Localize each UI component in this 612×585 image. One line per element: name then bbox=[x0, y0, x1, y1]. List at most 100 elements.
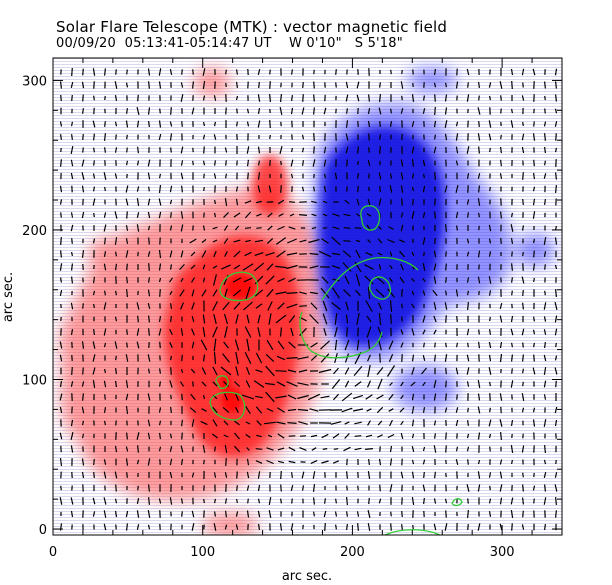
field-vector bbox=[333, 367, 339, 375]
field-vector bbox=[511, 263, 513, 271]
y-tick-label: 300 bbox=[22, 74, 47, 89]
field-vector bbox=[331, 379, 341, 389]
field-vector bbox=[466, 367, 470, 375]
field-vector bbox=[444, 107, 448, 115]
field-vector bbox=[346, 511, 348, 517]
field-vector bbox=[147, 211, 151, 219]
field-vector bbox=[214, 160, 216, 166]
x-tick-label: 200 bbox=[340, 545, 365, 560]
field-vector bbox=[343, 240, 351, 242]
field-vector bbox=[302, 160, 304, 166]
field-vector bbox=[367, 287, 371, 299]
field-vector bbox=[543, 236, 547, 246]
field-vector bbox=[92, 497, 96, 505]
field-vector bbox=[478, 82, 480, 88]
field-vector bbox=[125, 198, 129, 206]
field-vector bbox=[466, 381, 470, 387]
field-vector bbox=[390, 69, 392, 75]
field-vector bbox=[103, 523, 107, 531]
field-vector bbox=[126, 432, 128, 440]
field-vector bbox=[158, 185, 162, 193]
field-vector bbox=[170, 107, 172, 115]
field-vector bbox=[265, 353, 275, 363]
field-vector bbox=[246, 458, 250, 466]
field-vector bbox=[125, 406, 129, 414]
field-vector bbox=[521, 445, 525, 453]
field-vector bbox=[411, 419, 415, 427]
field-vector bbox=[291, 95, 293, 101]
field-vector bbox=[148, 186, 150, 192]
field-vector bbox=[170, 264, 172, 270]
field-vector bbox=[288, 460, 296, 464]
field-vector bbox=[244, 200, 252, 204]
field-vector bbox=[500, 146, 502, 154]
field-vector bbox=[554, 68, 558, 76]
field-vector bbox=[322, 200, 328, 204]
field-vector bbox=[389, 264, 393, 270]
field-vector bbox=[411, 459, 415, 465]
field-vector bbox=[137, 315, 139, 323]
field-vector bbox=[220, 366, 232, 376]
field-vector bbox=[433, 523, 437, 531]
field-vector bbox=[555, 289, 557, 297]
field-vector bbox=[192, 381, 194, 387]
contour-positive-small bbox=[215, 375, 229, 390]
field-vector bbox=[532, 485, 536, 491]
field-vector bbox=[400, 263, 404, 271]
field-vector bbox=[92, 511, 96, 517]
field-vector bbox=[191, 510, 195, 518]
field-vector bbox=[543, 394, 547, 400]
field-vector bbox=[258, 523, 260, 531]
field-vector bbox=[532, 133, 536, 141]
field-vector bbox=[423, 251, 425, 257]
field-vector bbox=[320, 395, 330, 399]
field-vector bbox=[467, 524, 469, 530]
field-vector bbox=[202, 445, 206, 453]
field-vector bbox=[181, 419, 183, 427]
field-vector bbox=[125, 82, 129, 88]
contour-bottom-arc bbox=[384, 529, 441, 535]
field-vector bbox=[400, 212, 404, 218]
field-vector bbox=[488, 120, 492, 128]
field-vector bbox=[366, 326, 372, 338]
field-vector bbox=[377, 252, 383, 256]
field-vector bbox=[364, 275, 374, 285]
field-vector bbox=[544, 108, 546, 114]
field-vector bbox=[389, 458, 393, 466]
field-vector bbox=[236, 471, 238, 479]
field-vector bbox=[148, 484, 150, 492]
field-vector bbox=[191, 315, 195, 323]
field-vector bbox=[114, 121, 118, 127]
field-vector bbox=[411, 290, 415, 296]
field-vector bbox=[377, 434, 383, 438]
field-vector bbox=[202, 314, 206, 324]
field-vector bbox=[103, 302, 107, 310]
x-tick-label: 0 bbox=[49, 545, 57, 560]
field-vector bbox=[169, 121, 173, 127]
field-vector bbox=[257, 160, 261, 166]
field-vector bbox=[467, 510, 469, 518]
field-vector bbox=[400, 432, 404, 440]
field-vector bbox=[346, 485, 348, 491]
field-vector bbox=[137, 485, 139, 491]
field-vector bbox=[212, 289, 218, 297]
field-vector bbox=[93, 95, 95, 101]
field-vector bbox=[242, 263, 254, 271]
field-vector bbox=[115, 134, 117, 140]
field-vector bbox=[81, 185, 85, 193]
field-vector bbox=[223, 238, 229, 244]
field-vector bbox=[203, 173, 205, 179]
field-vector bbox=[467, 459, 469, 465]
field-vector bbox=[307, 393, 321, 401]
field-vector bbox=[412, 225, 414, 231]
field-vector bbox=[60, 159, 62, 167]
field-vector bbox=[477, 393, 481, 401]
field-vector bbox=[136, 510, 140, 518]
x-tick-label: 100 bbox=[190, 545, 215, 560]
field-vector bbox=[422, 159, 426, 167]
field-vector bbox=[192, 69, 194, 75]
field-vector bbox=[478, 121, 480, 127]
field-vector bbox=[246, 121, 250, 127]
field-vector bbox=[332, 278, 340, 282]
